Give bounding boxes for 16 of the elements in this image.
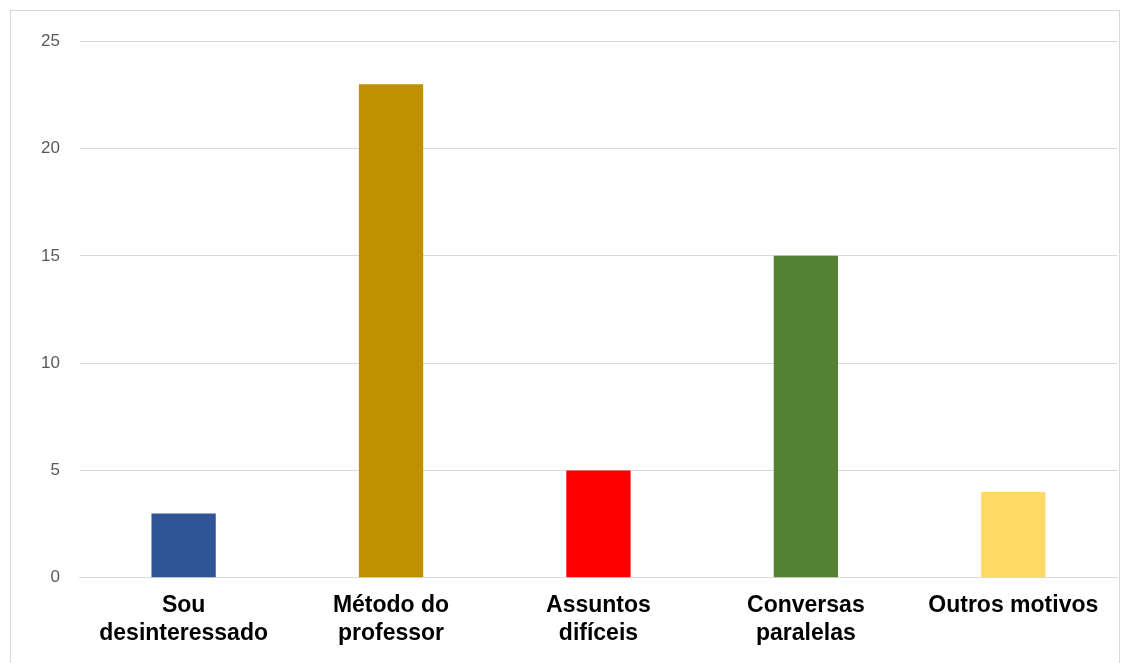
y-tick-label: 20 (40, 138, 60, 158)
bar (358, 84, 424, 578)
bar (566, 470, 631, 578)
x-tick-label: Outros motivos (928, 590, 1099, 617)
bar (773, 255, 839, 578)
bar (981, 491, 1046, 578)
y-tick-label: 25 (40, 30, 60, 50)
x-tick-label: Conversas paralelas (747, 590, 865, 645)
y-tick-label: 10 (40, 352, 60, 372)
y-tick-label: 15 (40, 245, 60, 265)
x-tick-label: Método do professor (332, 590, 450, 645)
x-tick-label: Assuntos difíceis (546, 590, 651, 645)
y-tick-label: 0 (50, 567, 60, 587)
y-tick-label: 5 (50, 460, 60, 480)
bar (151, 513, 216, 578)
x-tick-label: Sou desinteressado (99, 590, 268, 645)
